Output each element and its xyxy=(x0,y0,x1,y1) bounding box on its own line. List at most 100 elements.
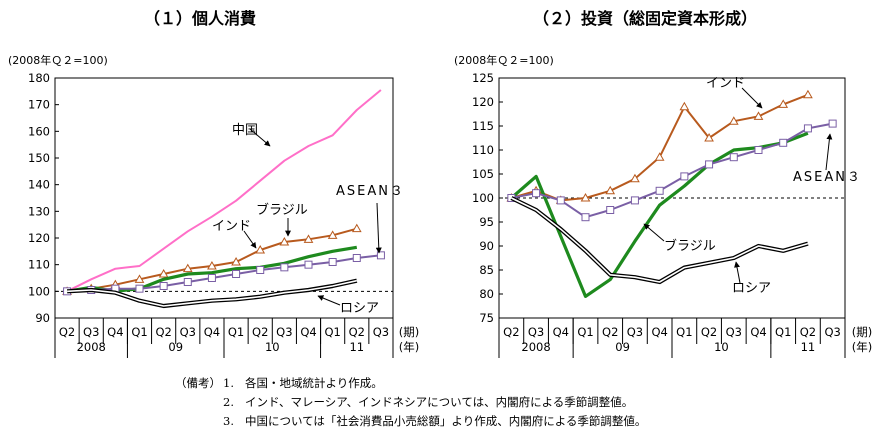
data-point xyxy=(654,152,665,161)
x-tick-label: Q3 xyxy=(180,325,196,339)
chart-panel-investment: （２）投資（総固定資本形成）(2008年Ｑ２=100)7580859095100… xyxy=(454,9,872,358)
x-tick-label: Q2 xyxy=(503,325,519,339)
series-line xyxy=(510,131,809,298)
y-tick-label: 100 xyxy=(472,191,494,205)
data-point xyxy=(704,132,714,142)
series-line-inner xyxy=(511,197,809,283)
note-number: 2. xyxy=(223,395,234,409)
label-arrow xyxy=(643,223,665,242)
note-text: 各国・地域統計より作成。 xyxy=(245,376,383,390)
label-arrow xyxy=(825,133,833,171)
series-ロシア: ロシア xyxy=(510,196,809,296)
data-point xyxy=(158,268,169,278)
data-point xyxy=(803,89,813,99)
unit-label: (2008年Ｑ２=100) xyxy=(454,53,554,67)
x-tick-label: Q4 xyxy=(204,325,220,339)
data-point xyxy=(679,101,690,111)
y-tick-label: 160 xyxy=(28,124,50,138)
note-text: インド、マレーシア、インドネシアについては、内閣府による季節調整値。 xyxy=(245,395,634,409)
x-tick-label: Q2 xyxy=(59,325,75,339)
year-label: 09 xyxy=(615,340,630,354)
label-arrow xyxy=(243,230,257,249)
series-label: ASEAN３ xyxy=(793,170,862,185)
quarter-suffix: (期) xyxy=(852,325,872,339)
data-point xyxy=(828,119,837,128)
data-point xyxy=(655,186,664,195)
y-tick-label: 130 xyxy=(28,204,50,218)
y-tick-label: 120 xyxy=(472,95,494,109)
y-tick-label: 105 xyxy=(472,167,494,181)
x-tick-label: Q3 xyxy=(83,325,99,339)
data-point xyxy=(134,274,145,283)
series-ロシア: ロシア xyxy=(66,278,379,316)
data-point xyxy=(630,173,640,183)
data-point xyxy=(606,206,615,214)
data-point xyxy=(328,258,337,266)
series-label: ASEAN３ xyxy=(336,184,405,199)
year-label: 09 xyxy=(168,340,183,354)
data-point xyxy=(532,189,541,198)
data-point xyxy=(255,244,266,254)
y-tick-label: 90 xyxy=(479,239,494,253)
data-point xyxy=(753,111,764,120)
x-tick-label: Q4 xyxy=(300,325,316,339)
series-ASEAN３: ASEAN３ xyxy=(63,184,405,296)
x-tick-label: Q1 xyxy=(228,325,244,339)
data-point xyxy=(159,282,168,290)
data-point xyxy=(207,260,217,270)
x-tick-label: Q1 xyxy=(324,325,340,339)
y-tick-label: 95 xyxy=(479,215,494,229)
year-label: 11 xyxy=(349,340,364,354)
data-point xyxy=(327,230,338,239)
y-tick-label: 110 xyxy=(472,143,494,157)
data-point xyxy=(207,274,216,282)
label-arrow xyxy=(734,261,741,284)
data-point xyxy=(231,256,241,266)
year-label: 11 xyxy=(801,340,816,354)
x-tick-label: Q3 xyxy=(726,325,742,339)
data-point xyxy=(705,160,714,169)
series-line xyxy=(511,122,833,219)
note-number: 3. xyxy=(223,414,234,428)
data-point xyxy=(580,192,591,202)
x-tick-label: Q4 xyxy=(107,325,123,339)
data-point xyxy=(680,172,689,181)
label-arrow xyxy=(375,202,382,254)
data-point xyxy=(351,223,362,233)
y-tick-label: 180 xyxy=(28,71,50,85)
series-line-inner xyxy=(67,279,357,307)
data-point xyxy=(183,278,192,286)
y-tick-label: 110 xyxy=(28,258,50,272)
x-tick-label: Q2 xyxy=(701,325,717,339)
y-tick-label: 100 xyxy=(28,284,50,298)
x-tick-label: Q2 xyxy=(155,325,171,339)
series-label: ロシア xyxy=(340,301,379,316)
series-中国: 中国 xyxy=(66,89,382,293)
series-ブラジル: ブラジル xyxy=(510,131,809,298)
label-arrow xyxy=(317,295,341,306)
data-point xyxy=(803,124,812,133)
chart-panel-consumption: （１）個人消費 (2008年Ｑ２=100) 90 100 110 120 130 140 150… xyxy=(8,9,419,358)
y-tick-label: 150 xyxy=(28,151,50,165)
data-point xyxy=(729,153,738,162)
series-label: ロシア xyxy=(732,281,771,296)
chart-title: （２）投資（総固定資本形成） xyxy=(533,9,757,28)
data-point xyxy=(605,185,616,195)
year-label: 2008 xyxy=(521,340,550,354)
data-point xyxy=(182,263,193,273)
series-label: 中国 xyxy=(232,123,258,138)
series-label: インド xyxy=(706,76,745,91)
data-point xyxy=(779,138,788,147)
year-label: 10 xyxy=(265,340,280,354)
note-row-2: 2. インド、マレーシア、インドネシアについては、内閣府による季節調整値。 xyxy=(175,393,875,412)
x-tick-label: Q2 xyxy=(602,325,618,339)
data-point xyxy=(630,196,639,205)
data-point xyxy=(232,270,241,278)
label-arrow xyxy=(741,87,763,109)
series-line xyxy=(510,196,809,285)
data-point xyxy=(279,236,290,246)
y-tick-label: 115 xyxy=(472,119,494,133)
x-tick-label: Q1 xyxy=(577,325,593,339)
data-point xyxy=(728,116,739,125)
x-tick-label: Q2 xyxy=(349,325,365,339)
